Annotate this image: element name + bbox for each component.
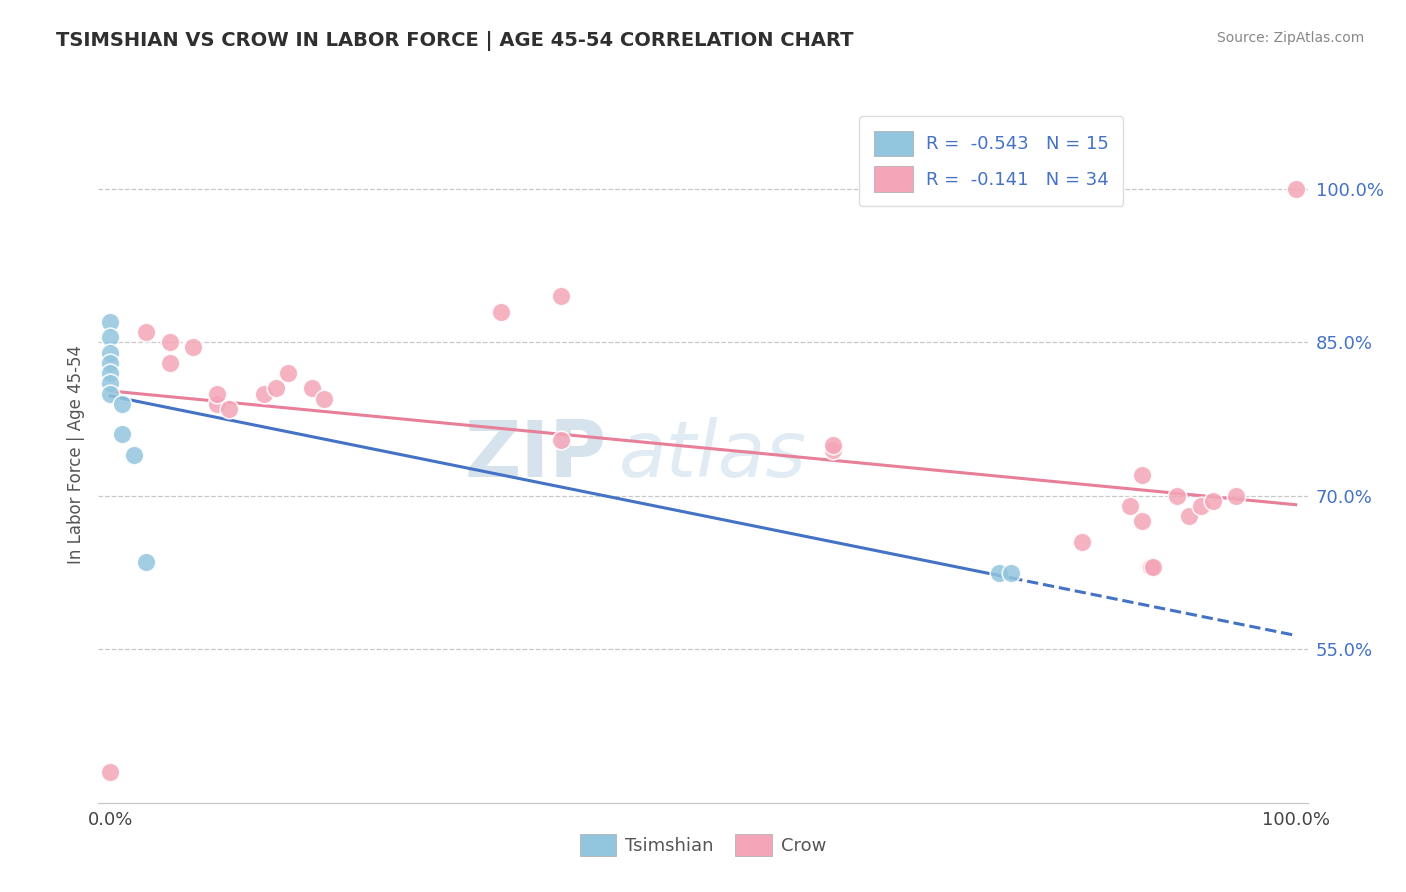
Point	[98, 356, 121, 370]
Point	[205, 386, 228, 401]
Point	[205, 397, 228, 411]
Point	[218, 401, 240, 416]
Point	[312, 392, 335, 406]
Text: TSIMSHIAN VS CROW IN LABOR FORCE | AGE 45-54 CORRELATION CHART: TSIMSHIAN VS CROW IN LABOR FORCE | AGE 4…	[56, 31, 853, 51]
Point	[823, 438, 845, 452]
Point	[1285, 182, 1308, 196]
Point	[135, 555, 157, 569]
Point	[1119, 499, 1142, 513]
Point	[98, 765, 121, 780]
Point	[98, 330, 121, 344]
Point	[181, 341, 204, 355]
Text: atlas: atlas	[619, 417, 806, 493]
Point	[122, 448, 145, 462]
Point	[1071, 535, 1094, 549]
Point	[1142, 560, 1164, 574]
Point	[550, 289, 572, 303]
Point	[1189, 499, 1212, 513]
Point	[491, 304, 513, 318]
Point	[98, 386, 121, 401]
Point	[1225, 489, 1247, 503]
Point	[550, 433, 572, 447]
Text: ZIP: ZIP	[464, 417, 606, 493]
Point	[823, 442, 845, 457]
Point	[98, 315, 121, 329]
Point	[1000, 566, 1022, 580]
Point	[264, 381, 287, 395]
Point	[301, 381, 323, 395]
Point	[98, 376, 121, 391]
Y-axis label: In Labor Force | Age 45-54: In Labor Force | Age 45-54	[66, 345, 84, 565]
Legend: Tsimshian, Crow: Tsimshian, Crow	[572, 827, 834, 863]
Point	[159, 356, 181, 370]
Point	[988, 566, 1011, 580]
Point	[1166, 489, 1188, 503]
Text: Source: ZipAtlas.com: Source: ZipAtlas.com	[1216, 31, 1364, 45]
Point	[253, 386, 276, 401]
Point	[111, 427, 134, 442]
Point	[159, 335, 181, 350]
Point	[98, 366, 121, 380]
Point	[135, 325, 157, 339]
Point	[98, 345, 121, 359]
Point	[1139, 560, 1161, 574]
Point	[1178, 509, 1201, 524]
Point	[1140, 560, 1163, 574]
Point	[277, 366, 299, 380]
Point	[1137, 560, 1160, 574]
Point	[1130, 468, 1153, 483]
Point	[111, 397, 134, 411]
Point	[1136, 560, 1159, 574]
Point	[1202, 494, 1225, 508]
Point	[1130, 515, 1153, 529]
